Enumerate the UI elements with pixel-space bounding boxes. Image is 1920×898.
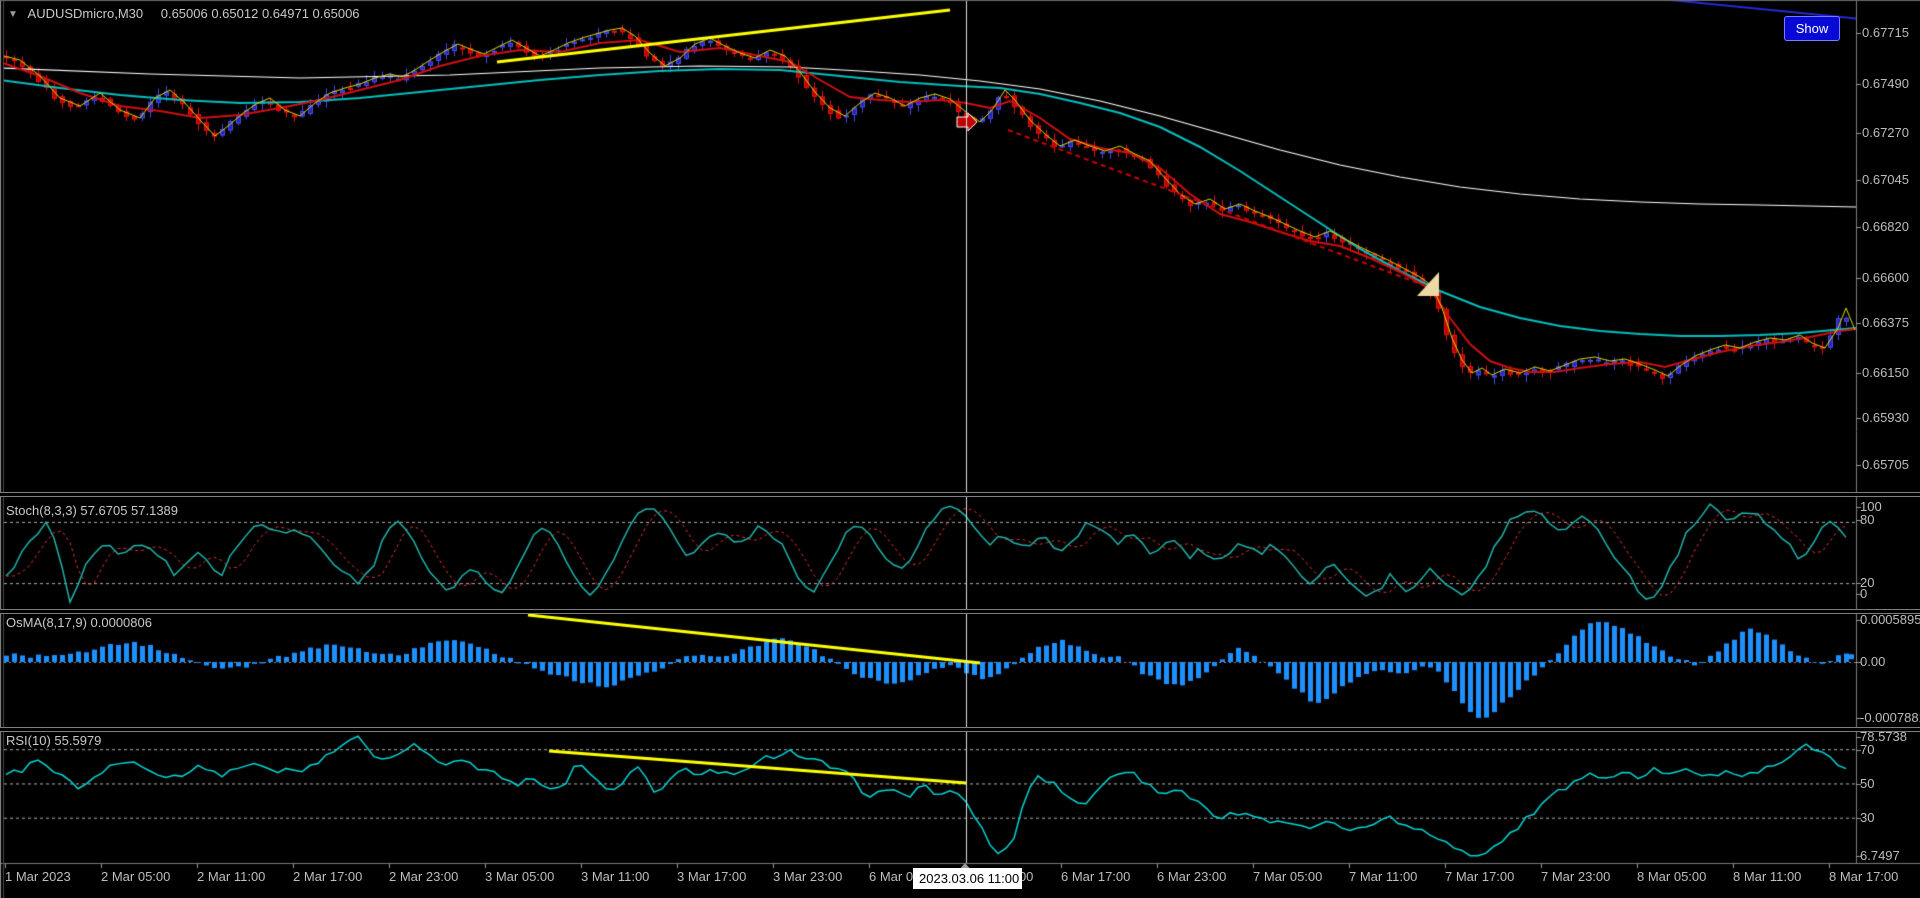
time-axis-label: 7 Mar 23:00 [1541, 869, 1611, 884]
panel-separator[interactable] [0, 727, 1920, 732]
axis-marker-triangle-icon [957, 863, 973, 872]
time-axis-label: 7 Mar 11:00 [1349, 869, 1418, 884]
panel-separator[interactable] [0, 609, 1920, 614]
time-axis-label: 6 Mar 17:00 [1061, 869, 1131, 884]
price-axis-label: 0.66150 [1862, 365, 1909, 380]
stoch-axis-label: 100 [1860, 499, 1882, 514]
panel-separator[interactable] [0, 492, 1920, 497]
time-axis-label: 3 Mar 05:00 [485, 869, 555, 884]
price-axis-label: 0.67045 [1862, 172, 1909, 187]
time-axis-label: 3 Mar 23:00 [773, 869, 843, 884]
stoch-axis-label: 80 [1860, 512, 1875, 527]
time-axis-label: 7 Mar 17:00 [1445, 869, 1515, 884]
stoch-axis-label: 20 [1860, 575, 1875, 590]
symbol-name: AUDUSDmicro,M30 [27, 6, 144, 21]
stoch-axis-label: 0 [1860, 586, 1868, 601]
rsi-axis-label: 30 [1860, 810, 1875, 825]
osma-axis-label: 0.00 [1860, 654, 1886, 669]
show-button[interactable]: Show [1784, 16, 1840, 41]
time-axis-label: 2 Mar 17:00 [293, 869, 363, 884]
time-axis-label: 3 Mar 11:00 [581, 869, 650, 884]
time-axis-label: 2 Mar 23:00 [389, 869, 459, 884]
price-axis-label: 0.66600 [1862, 270, 1909, 285]
time-axis-label: 2 Mar 05:00 [101, 869, 171, 884]
time-axis-label: 7 Mar 05:00 [1253, 869, 1323, 884]
rsi-label: RSI(10) 55.5979 [6, 733, 102, 748]
price-axis-label: 0.65930 [1862, 410, 1909, 425]
time-axis-label: 2 Mar 11:00 [197, 869, 266, 884]
price-axis-label: 0.67715 [1862, 25, 1909, 40]
time-axis-label: 1 Mar 2023 [5, 869, 71, 884]
rsi-axis-label: 50 [1860, 776, 1875, 791]
osma-axis-label: 0.0005895 [1860, 612, 1920, 627]
price-axis-label: 0.66820 [1862, 219, 1909, 234]
price-axis-label: 0.67270 [1862, 125, 1909, 140]
chevron-down-icon[interactable]: ▼ [8, 9, 18, 20]
stoch-label: Stoch(8,3,3) 57.6705 57.1389 [6, 503, 179, 518]
time-axis-label: 6 Mar 23:00 [1157, 869, 1227, 884]
ohlc-values: 0.65006 0.65012 0.64971 0.65006 [160, 6, 360, 21]
time-axis-label: 8 Mar 11:00 [1733, 869, 1802, 884]
price-axis-label: 0.65705 [1862, 457, 1909, 472]
time-axis-label: 8 Mar 17:00 [1829, 869, 1899, 884]
time-axis-label: 3 Mar 17:00 [677, 869, 747, 884]
rsi-axis-label: 6.7497 [1860, 848, 1900, 863]
chart-title: ▼ AUDUSDmicro,M30 0.65006 0.65012 0.6497… [8, 6, 360, 21]
crosshair-time-readout: 2023.03.06 11:00 [913, 868, 1022, 889]
time-axis-label: 8 Mar 05:00 [1637, 869, 1707, 884]
price-axis-label: 0.66375 [1862, 315, 1909, 330]
osma-label: OsMA(8,17,9) 0.0000806 [6, 615, 152, 630]
osma-axis-label: -0.0007881 [1860, 710, 1920, 725]
price-axis-label: 0.67490 [1862, 76, 1909, 91]
rsi-axis-label: 70 [1860, 742, 1875, 757]
rsi-axis-label: 78.5738 [1860, 729, 1907, 744]
